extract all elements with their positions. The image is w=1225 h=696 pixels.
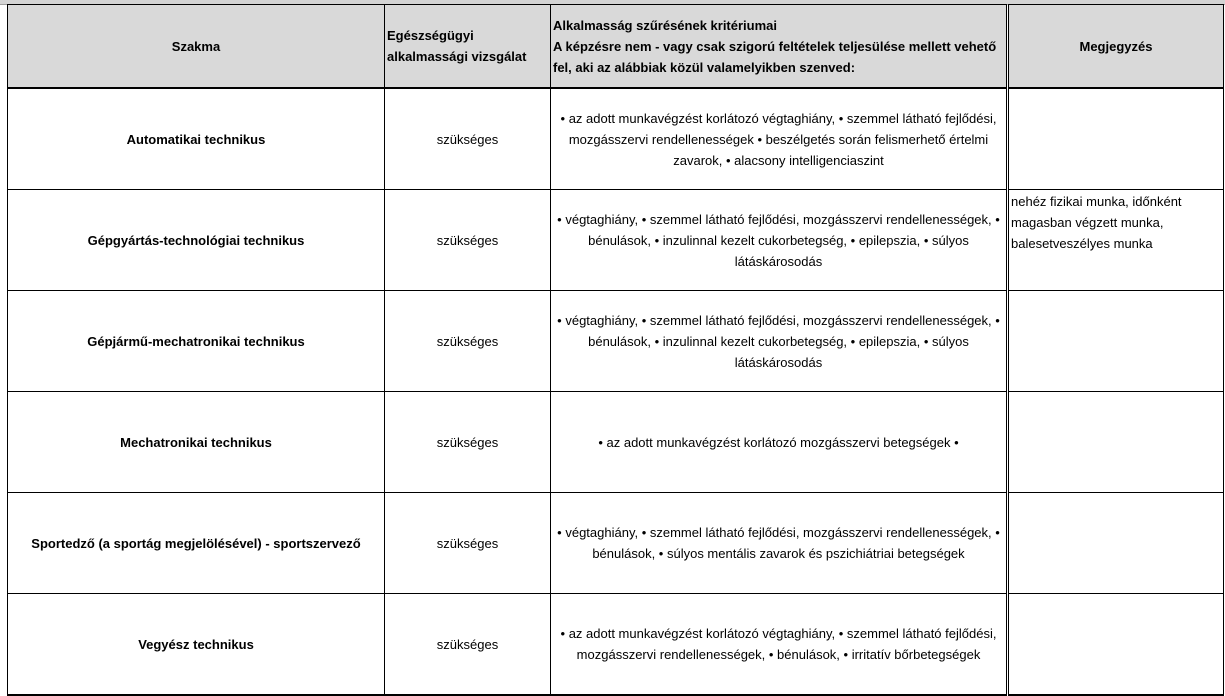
requirements-table: Szakma Egészségügyi alkalmassági vizsgál… xyxy=(7,4,1224,696)
table-row: Sportedző (a sportág megjelölésével) - s… xyxy=(7,492,1224,594)
cell-szakma[interactable]: Mechatronikai technikus xyxy=(7,391,385,493)
cell-szakma[interactable]: Gépgyártás-technológiai technikus xyxy=(7,189,385,291)
header-kriterium-title: Alkalmasság szűrésének kritériumai xyxy=(553,17,778,33)
cell-szakma[interactable]: Automatikai technikus xyxy=(7,87,385,190)
table-row: Automatikai technikus szükséges • az adott… xyxy=(7,87,1224,190)
cell-kriterium[interactable]: • végtaghiány, • szemmel látható fejlődé… xyxy=(550,189,1008,291)
table-row: Vegyész technikus szükséges • az adott mun… xyxy=(7,593,1224,696)
cell-szakma[interactable]: Sportedző (a sportág megjelölésével) - s… xyxy=(7,492,385,594)
cell-megjegyzes[interactable]: nehéz fizikai munka, időnként magasban v… xyxy=(1006,189,1224,291)
cell-megjegyzes[interactable] xyxy=(1006,391,1224,493)
cell-megjegyzes[interactable] xyxy=(1006,492,1224,594)
table-row: Mechatronikai technikus szükséges • az ado… xyxy=(7,391,1224,493)
cell-megjegyzes[interactable] xyxy=(1006,593,1224,696)
cell-megjegyzes[interactable] xyxy=(1006,290,1224,392)
header-kriterium[interactable]: Alkalmasság szűrésének kritériumai A kép… xyxy=(550,4,1008,89)
cell-vizsgalat[interactable]: szükséges xyxy=(384,290,551,392)
cell-szakma[interactable]: Vegyész technikus xyxy=(7,593,385,696)
cell-vizsgalat[interactable]: szükséges xyxy=(384,492,551,594)
cell-szakma[interactable]: Gépjármű-mechatronikai technikus xyxy=(7,290,385,392)
cell-megjegyzes[interactable] xyxy=(1006,87,1224,190)
header-megjegyzes[interactable]: Megjegyzés xyxy=(1006,4,1224,89)
cell-kriterium[interactable]: • az adott munkavégzést korlátozó mozgás… xyxy=(550,391,1008,493)
header-vizsgalat[interactable]: Egészségügyi alkalmassági vizsgálat xyxy=(384,4,551,89)
cell-vizsgalat[interactable]: szükséges xyxy=(384,391,551,493)
cell-vizsgalat[interactable]: szükséges xyxy=(384,593,551,696)
cell-kriterium[interactable]: • végtaghiány, • szemmel látható fejlődé… xyxy=(550,492,1008,594)
cell-kriterium[interactable]: • végtaghiány, • szemmel látható fejlődé… xyxy=(550,290,1008,392)
cell-vizsgalat[interactable]: szükséges xyxy=(384,189,551,291)
cell-kriterium[interactable]: • az adott munkavégzést korlátozó végtag… xyxy=(550,593,1008,696)
header-kriterium-desc: A képzésre nem - vagy csak szigorú felté… xyxy=(553,38,997,75)
header-szakma[interactable]: Szakma xyxy=(7,4,385,89)
table-row: Gépjármű-mechatronikai technikus szüksége… xyxy=(7,290,1224,392)
cell-kriterium[interactable]: • az adott munkavégzést korlátozó végtag… xyxy=(550,87,1008,190)
cell-vizsgalat[interactable]: szükséges xyxy=(384,87,551,190)
table-row: Gépgyártás-technológiai technikus szükség… xyxy=(7,189,1224,291)
header-row: Szakma Egészségügyi alkalmassági vizsgál… xyxy=(7,4,1224,89)
